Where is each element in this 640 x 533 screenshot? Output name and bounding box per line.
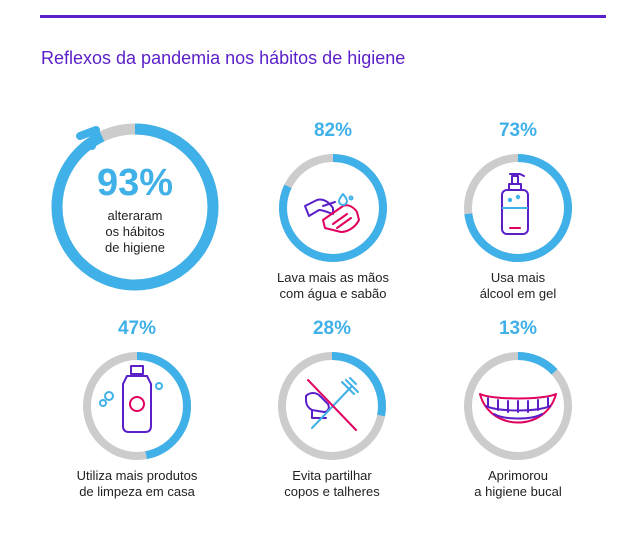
stat-cleaning-percent: 47% [117,318,157,339]
no-cutlery-icon [305,377,359,431]
stat-oral-caption: Aprimorou a higiene bucal [474,468,562,499]
progress-ring-handwash [279,154,387,262]
stat-handwash: 82% Lava mais as mãos com água e sabão [273,120,393,301]
progress-ring-main [51,123,219,291]
top-divider [40,15,606,18]
stat-main-percent: 93% [96,162,174,204]
stat-handwash-percent: 82% [313,120,353,141]
stat-cutlery-percent: 28% [312,318,352,339]
progress-ring-sanitizer [464,154,572,262]
stat-sanitizer-percent: 73% [498,120,538,141]
stat-sanitizer: 73% Usa mais álcool em gel [458,120,578,301]
arrow-head-icon [76,126,100,150]
sanitizer-bottle-icon [501,173,529,235]
progress-ring-cleaning [83,352,191,460]
stat-handwash-caption: Lava mais as mãos com água e sabão [277,270,389,301]
page-title: Reflexos da pandemia nos hábitos de higi… [41,48,406,68]
stat-oral-percent: 13% [498,318,538,339]
progress-ring-oral [464,352,572,460]
stat-sanitizer-caption: Usa mais álcool em gel [479,270,557,301]
stat-cleaning-caption: Utiliza mais produtos de limpeza em casa [76,468,198,499]
cleaning-bottle-icon [99,365,163,433]
stat-main-caption: alteraram os hábitos de higiene [105,208,165,255]
smile-teeth-icon [479,393,557,424]
progress-ring-cutlery [278,352,386,460]
stat-oral: 13% Aprimorou a higiene bucal [458,318,578,499]
stat-cutlery: 28% Evita partilhar copos e talheres [272,318,392,499]
stat-main: 93% alteraram os hábitos de higiene [50,122,220,292]
stat-cleaning: 47% Utiliza mais produtos de limpeza em … [77,318,198,499]
handwash-icon [304,193,360,233]
stat-cutlery-caption: Evita partilhar copos e talheres [284,468,380,499]
